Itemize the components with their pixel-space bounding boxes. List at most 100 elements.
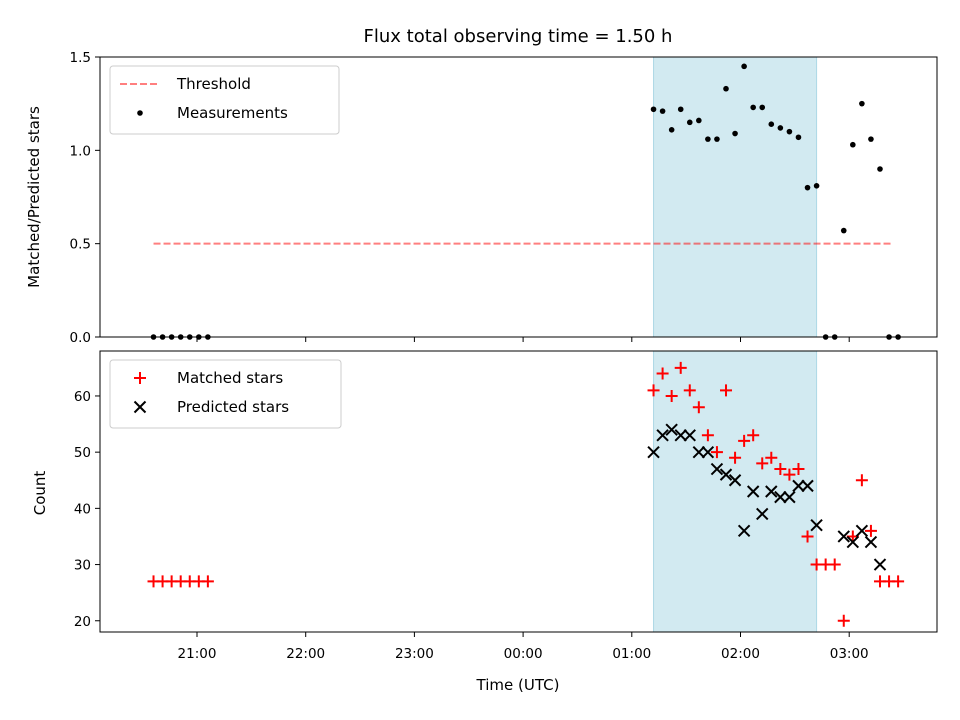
legend-entry-label: Threshold: [176, 75, 251, 93]
top-dot-point: [850, 141, 856, 148]
top-dot-point: [795, 134, 802, 141]
top-dot-point: [696, 117, 702, 124]
top-panel: 0.0 0.5 1.0 1.5 Threshold Measurements: [70, 50, 938, 346]
top-dot-point: [750, 104, 756, 111]
bottom-plus-point: [765, 451, 778, 464]
x-tick-label: 01:00: [612, 646, 651, 662]
bottom-shaded-band: [653, 350, 818, 633]
bottom-x-point: [765, 485, 778, 498]
bottom-plus-point: [701, 429, 714, 442]
bottom-panel: 20 30 40 50 60 21:00 22:00 23:00 00:00 01:00 02:00…: [74, 350, 938, 662]
bottom-x-point: [801, 479, 814, 493]
bottom-y-tick-label: 60: [74, 389, 91, 405]
bottom-x-point: [674, 429, 687, 442]
bottom-x-point: [656, 429, 669, 442]
bottom-plus-point: [756, 457, 769, 470]
top-dot-point: [650, 106, 657, 113]
bottom-plus-point: [892, 575, 905, 588]
x-tick-label: 23:00: [395, 646, 434, 662]
bottom-plus-point: [710, 446, 723, 459]
x-tick-label: 00:00: [504, 646, 543, 662]
top-legend: Threshold Measurements: [109, 65, 340, 135]
top-axes-frame: [99, 56, 938, 338]
bottom-plus-point: [774, 463, 787, 476]
bottom-plus-point: [828, 558, 841, 571]
bottom-legend-box: [109, 359, 342, 429]
bottom-legend: Matched stars Predicted stars: [109, 359, 342, 429]
bottom-plus-point: [720, 384, 733, 397]
x-tick-label: 03:00: [830, 646, 869, 662]
top-dot-point: [859, 100, 865, 107]
bottom-x-point: [873, 558, 887, 571]
bottom-x-point: [746, 485, 760, 498]
top-dot-point: [786, 128, 793, 135]
legend-dot-swatch: [137, 110, 143, 116]
bottom-x-point: [665, 423, 678, 436]
bottom-plus-point: [747, 429, 760, 442]
top-dot-point: [768, 121, 775, 127]
bottom-plus-point: [692, 401, 705, 414]
top-dot-point: [705, 136, 711, 142]
top-y-axis-label: Matched/Predicted stars: [25, 106, 43, 288]
top-dot-point: [804, 184, 811, 191]
top-y-tick-label: 0.5: [70, 237, 91, 253]
bottom-x-point: [846, 535, 860, 549]
bottom-y-tick-label: 50: [74, 445, 91, 461]
bottom-x-point: [855, 524, 869, 538]
bottom-axes-frame: [99, 350, 938, 633]
bottom-plus-point: [837, 614, 850, 627]
top-dot-point: [686, 119, 693, 126]
bottom-plus-point: [792, 463, 805, 476]
bottom-x-point: [756, 507, 769, 521]
bottom-plus-point: [738, 434, 751, 447]
top-dot-point: [777, 125, 784, 131]
bottom-plus-point: [656, 367, 669, 380]
bottom-x-point: [792, 479, 805, 493]
bottom-plus-point: [647, 384, 660, 397]
top-dot-point: [668, 127, 675, 133]
top-legend-box: [109, 65, 340, 135]
bottom-plus-point: [783, 468, 796, 481]
top-dot-point: [723, 85, 729, 92]
bottom-x-point: [737, 524, 751, 538]
top-dot-point: [732, 130, 738, 137]
legend-entry-label: Measurements: [177, 104, 288, 122]
legend-plus-swatch: [134, 372, 146, 384]
bottom-plus-point: [801, 530, 814, 543]
chart-title: Flux total observing time = 1.50 h: [364, 26, 673, 47]
bottom-x-point: [783, 490, 796, 504]
bottom-x-point: [683, 429, 696, 442]
bottom-plus-point: [201, 575, 214, 588]
bottom-plus-point: [683, 384, 696, 397]
top-dot-point: [813, 183, 820, 189]
bottom-y-axis-label: Count: [31, 471, 49, 516]
bottom-plus-point: [674, 361, 687, 374]
bottom-x-point: [719, 468, 733, 481]
bottom-x-point: [710, 462, 724, 476]
bottom-plus-point: [665, 389, 678, 402]
top-y-tick-label: 1.5: [70, 50, 91, 66]
top-dot-point: [714, 136, 720, 142]
bottom-y-tick-label: 40: [74, 501, 91, 517]
bottom-x-point: [864, 535, 878, 549]
legend-entry-label: Matched stars: [177, 369, 283, 387]
bottom-plus-point: [729, 451, 742, 464]
bottom-x-point: [692, 445, 706, 459]
bottom-x-point: [774, 490, 787, 504]
top-dot-point: [868, 136, 874, 142]
legend-entry-label: Predicted stars: [177, 398, 289, 416]
bottom-x-point: [837, 530, 850, 543]
bottom-x-point: [810, 519, 823, 532]
bottom-plus-point: [855, 474, 868, 487]
top-dot-point: [741, 63, 747, 70]
bottom-x-point: [701, 445, 715, 459]
bottom-x-point: [728, 474, 742, 487]
top-shaded-band: [653, 56, 818, 338]
x-axis-label: Time (UTC): [476, 676, 560, 694]
top-dot-point: [677, 106, 684, 113]
bottom-x-point: [647, 445, 660, 459]
bottom-plus-point: [864, 524, 877, 537]
top-dot-point: [877, 166, 883, 172]
bottom-y-tick-label: 30: [74, 558, 91, 574]
